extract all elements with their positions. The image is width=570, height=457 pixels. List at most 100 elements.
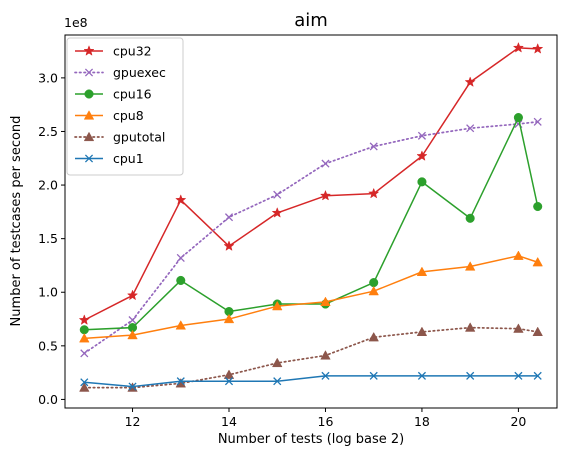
data-point-cpu8 — [513, 250, 524, 260]
data-point-cpu1 — [128, 382, 137, 391]
plot-area — [64, 34, 558, 409]
series-cpu32 — [78, 41, 544, 325]
data-point-gpuexec — [466, 124, 475, 133]
legend-item-cpu32: cpu32 — [75, 44, 152, 59]
data-point-cpu32 — [512, 41, 525, 53]
legend-label: cpu8 — [113, 108, 144, 123]
data-point-cpu32 — [532, 43, 544, 54]
data-point-gpuexec — [224, 213, 234, 222]
data-point-cpu8 — [416, 266, 428, 276]
data-point-cpu8 — [464, 261, 476, 271]
legend-item-cpu8: cpu8 — [75, 108, 144, 123]
y-axis-label: Number of testcases per second — [9, 116, 24, 327]
legend-box — [66, 37, 184, 176]
legend-item-cpu16: cpu16 — [75, 87, 152, 102]
data-point-cpu16 — [533, 201, 543, 212]
data-point-cpu1 — [273, 377, 282, 386]
data-point-gpuexec — [321, 159, 330, 168]
legend-item-gputotal: gputotal — [74, 130, 165, 145]
y-tick-label: 0.0 — [38, 392, 58, 407]
data-point-cpu32 — [368, 187, 380, 199]
data-point-cpu32 — [223, 240, 235, 251]
data-point-cpu16 — [79, 325, 89, 335]
data-point-cpu32 — [175, 194, 187, 205]
data-point-cpu1 — [533, 371, 542, 380]
data-point-gputotal — [513, 323, 524, 333]
legend-marker — [83, 131, 95, 142]
series-gputotal — [79, 322, 543, 392]
data-point-cpu8 — [368, 285, 379, 296]
data-point-cpu16 — [417, 177, 427, 187]
series-layer — [78, 41, 544, 392]
x-tick-label: 20 — [510, 414, 526, 429]
data-point-cpu8 — [175, 320, 186, 330]
y-axis: 0.0 0.5 1.0 1.5 2.0 2.5 3.0 — [38, 70, 65, 407]
data-point-gpuexec — [176, 253, 185, 263]
data-point-cpu1 — [466, 371, 475, 380]
data-point-gputotal — [320, 350, 331, 360]
y-tick-label: 2.0 — [38, 178, 58, 193]
legend-marker — [83, 110, 95, 120]
series-cpu1 — [80, 371, 542, 391]
y-tick-label: 2.5 — [38, 124, 58, 139]
legend: cpu32 gpuexec cpu16 cpu8 gputotal cpu1 — [66, 37, 184, 176]
data-point-cpu8 — [532, 256, 543, 267]
legend-label: gpuexec — [113, 65, 166, 80]
legend-label: cpu32 — [113, 44, 152, 59]
legend-label: cpu16 — [113, 87, 152, 102]
data-point-cpu8 — [272, 300, 283, 311]
data-point-cpu1 — [417, 371, 427, 380]
data-point-cpu32 — [271, 207, 283, 218]
data-point-cpu8 — [223, 313, 235, 324]
y-tick-label: 1.5 — [38, 231, 58, 246]
data-point-gpuexec — [128, 316, 137, 325]
series-gpuexec — [80, 117, 542, 358]
data-point-gputotal — [464, 322, 476, 332]
data-point-gputotal — [272, 357, 283, 368]
data-point-cpu8 — [127, 329, 138, 340]
legend-marker — [84, 89, 94, 99]
legend-marker — [83, 45, 95, 56]
data-point-cpu1 — [224, 377, 234, 386]
data-point-cpu1 — [176, 377, 185, 386]
x-tick-label: 14 — [221, 414, 237, 429]
data-point-cpu32 — [78, 314, 90, 325]
data-point-cpu1 — [321, 371, 330, 380]
data-point-cpu1 — [514, 371, 523, 380]
y-tick-label: 1.0 — [38, 285, 58, 300]
data-point-cpu16 — [513, 112, 523, 123]
y-axis-offset-text: 1e8 — [64, 15, 88, 30]
data-point-gpuexec — [417, 131, 427, 140]
legend-marker — [84, 154, 94, 163]
legend-item-cpu1: cpu1 — [75, 151, 144, 166]
series-line-cpu1 — [84, 375, 538, 388]
data-point-gputotal — [368, 331, 379, 342]
data-point-gpuexec — [80, 349, 89, 358]
data-point-gpuexec — [273, 190, 282, 199]
data-point-gputotal — [532, 326, 543, 336]
x-tick-label: 16 — [318, 414, 334, 429]
legend-label: cpu1 — [113, 151, 144, 166]
data-point-gputotal — [416, 326, 428, 336]
data-point-gputotal — [223, 369, 235, 379]
y-tick-label: 3.0 — [38, 70, 58, 85]
data-point-cpu32 — [126, 289, 139, 301]
series-cpu8 — [79, 250, 543, 343]
x-tick-label: 12 — [125, 414, 141, 429]
x-axis: 12 14 16 18 20 — [125, 408, 526, 429]
data-point-cpu16 — [369, 278, 379, 288]
data-point-gpuexec — [369, 142, 378, 151]
series-line-gputotal — [83, 326, 539, 389]
chart-title: aim — [294, 10, 328, 31]
data-point-cpu1 — [80, 378, 89, 387]
data-point-cpu32 — [464, 76, 476, 87]
data-point-cpu32 — [416, 150, 428, 161]
data-point-cpu32 — [319, 189, 332, 201]
y-tick-label: 0.5 — [38, 338, 58, 353]
legend-label: gputotal — [113, 130, 165, 145]
data-point-cpu1 — [369, 371, 378, 380]
data-point-cpu16 — [176, 275, 186, 286]
data-point-gputotal — [79, 382, 90, 392]
data-point-cpu16 — [465, 213, 475, 223]
